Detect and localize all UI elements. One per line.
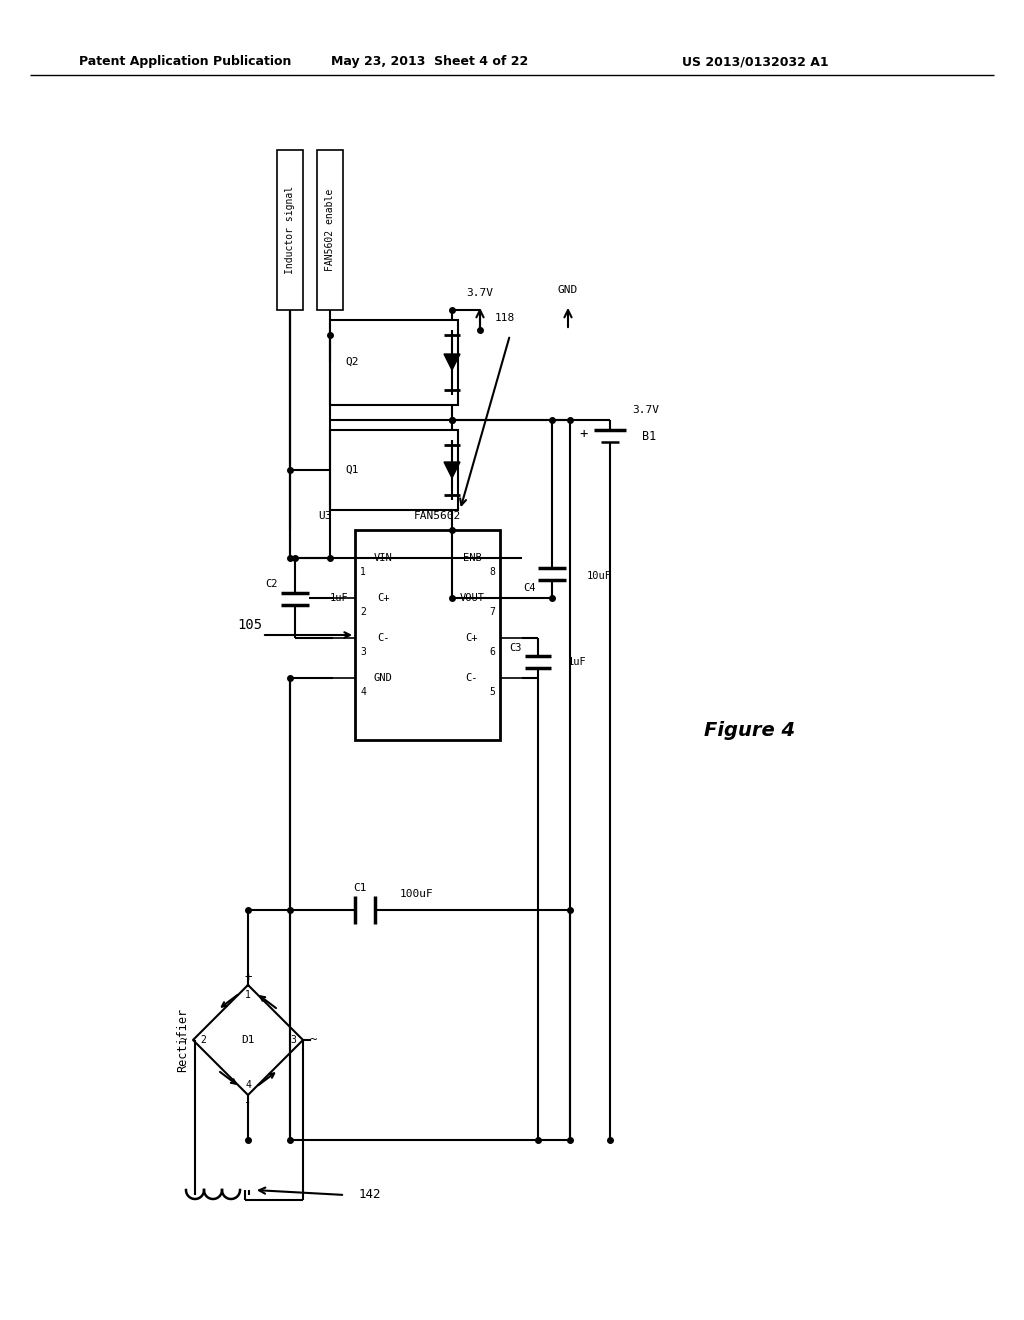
Polygon shape xyxy=(444,462,460,478)
Text: C+: C+ xyxy=(377,593,389,603)
Text: 8: 8 xyxy=(489,568,495,577)
Text: GND: GND xyxy=(374,673,392,682)
Text: US 2013/0132032 A1: US 2013/0132032 A1 xyxy=(682,55,828,69)
Text: 5: 5 xyxy=(489,686,495,697)
Text: May 23, 2013  Sheet 4 of 22: May 23, 2013 Sheet 4 of 22 xyxy=(332,55,528,69)
Text: C+: C+ xyxy=(466,634,478,643)
Text: VIN: VIN xyxy=(374,553,392,564)
Text: Figure 4: Figure 4 xyxy=(705,721,796,739)
Text: 7: 7 xyxy=(489,607,495,616)
Text: 1uF: 1uF xyxy=(568,657,587,667)
Text: ~: ~ xyxy=(309,1034,316,1047)
Text: C-: C- xyxy=(466,673,478,682)
Text: 1: 1 xyxy=(245,990,251,1001)
Text: ENB: ENB xyxy=(463,553,481,564)
Text: C1: C1 xyxy=(353,883,367,894)
Text: 3.7V: 3.7V xyxy=(632,405,659,414)
Text: B1: B1 xyxy=(642,429,656,442)
Text: 100uF: 100uF xyxy=(400,888,434,899)
Text: FAN5602 enable: FAN5602 enable xyxy=(325,189,335,271)
Text: C2: C2 xyxy=(265,579,278,589)
Text: D1: D1 xyxy=(242,1035,255,1045)
Bar xyxy=(355,531,500,741)
Text: 3: 3 xyxy=(290,1035,296,1045)
Text: 3.7V: 3.7V xyxy=(467,288,494,298)
Text: C4: C4 xyxy=(523,583,537,593)
Text: FAN5602: FAN5602 xyxy=(414,511,461,521)
Text: U3: U3 xyxy=(318,511,332,521)
Text: 1uF: 1uF xyxy=(330,593,349,603)
Text: 2: 2 xyxy=(360,607,366,616)
Text: ~: ~ xyxy=(179,1034,186,1047)
Text: 142: 142 xyxy=(358,1188,381,1201)
Text: 2: 2 xyxy=(200,1035,206,1045)
Text: Q1: Q1 xyxy=(345,465,358,475)
Text: +: + xyxy=(245,970,252,983)
Text: 105: 105 xyxy=(238,618,262,632)
Text: 1: 1 xyxy=(360,568,366,577)
Text: 3: 3 xyxy=(360,647,366,657)
Text: GND: GND xyxy=(558,285,579,294)
Text: -: - xyxy=(245,1097,252,1110)
Polygon shape xyxy=(444,354,460,370)
Bar xyxy=(278,150,303,310)
Text: 4: 4 xyxy=(360,686,366,697)
Bar xyxy=(330,430,458,510)
Text: 10uF: 10uF xyxy=(587,572,612,581)
Text: C3: C3 xyxy=(510,643,522,653)
Text: +: + xyxy=(580,426,588,441)
Bar xyxy=(330,319,458,405)
Text: Patent Application Publication: Patent Application Publication xyxy=(79,55,291,69)
Text: 6: 6 xyxy=(489,647,495,657)
Text: Q2: Q2 xyxy=(345,356,358,367)
Text: 118: 118 xyxy=(495,313,515,323)
Text: Rectifier: Rectifier xyxy=(176,1008,189,1072)
Text: 4: 4 xyxy=(245,1080,251,1090)
Text: C-: C- xyxy=(377,634,389,643)
Text: VOUT: VOUT xyxy=(460,593,484,603)
Bar xyxy=(317,150,343,310)
Text: Inductor signal: Inductor signal xyxy=(285,186,295,275)
